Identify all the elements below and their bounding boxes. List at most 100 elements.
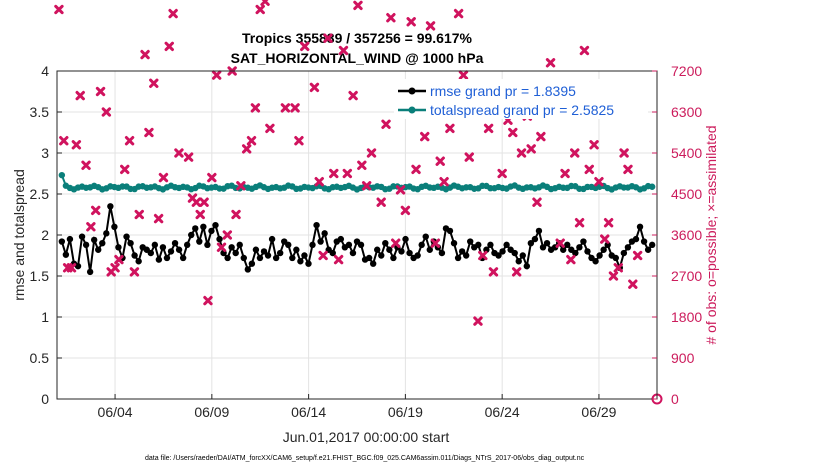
obs-assimilated-marker [95,86,106,97]
rmse-point [167,248,175,255]
rmse-point [188,231,195,239]
obs-assimilated-marker [140,49,150,60]
obs-assimilated-marker [323,33,333,43]
rmse-point [620,249,628,257]
y-right-tick-label: 1800 [671,309,702,325]
rmse-point [572,249,579,257]
obs-assimilated-marker [168,8,178,19]
legend-spread-label: totalspread grand pr = 2.5825 [430,102,614,118]
rmse-point [386,246,393,253]
obs-assimilated-marker [589,140,599,150]
rmse-point [515,258,522,265]
legend-rmse-label: rmse grand pr = 1.8395 [430,83,576,99]
rmse-point [103,230,110,237]
rmse-point [301,252,308,259]
obs-assimilated-marker [516,148,527,158]
y-right-tick-label: 5400 [671,145,702,161]
obs-assimilated-marker [158,172,169,183]
obs-assimilated-marker [144,127,154,138]
rmse-point [208,227,215,235]
obs-assimilated-marker [483,123,494,134]
rmse-point [487,241,494,249]
y-left-tick-label: 2.5 [30,186,50,202]
obs-assimilated-marker [386,13,396,23]
rmse-point [560,246,567,253]
obs-assimilated-marker [560,168,570,179]
obs-assimilated-marker [164,41,174,52]
rmse-point [374,246,381,253]
obs-assimilated-marker [231,209,241,220]
obs-assimilated-marker [149,78,159,88]
rmse-point [175,246,183,253]
obs-assimilated-marker [391,238,401,248]
rmse-point [523,262,531,270]
x-tick-label: 06/14 [291,404,326,420]
obs-assimilated-marker [439,177,449,187]
legend-box [394,79,648,119]
rmse-point [345,241,353,249]
rmse-point [636,223,644,230]
rmse-point [179,254,187,262]
obs-assimilated-marker [81,160,91,170]
rmse-point [248,260,256,267]
rmse-point [369,260,377,267]
rmse-point [285,241,292,249]
obs-assimilated-marker [71,140,82,150]
rmse-point [535,227,543,235]
obs-assimilated-marker [246,136,257,146]
obs-assimilated-marker [255,4,265,15]
rmse-point [426,246,433,253]
obs-assimilated-marker [174,148,184,158]
rmse-point [151,241,159,249]
spread-point [648,183,656,190]
obs-assimilated-marker [584,164,594,175]
rmse-point [58,238,66,245]
rmse-point [475,241,482,249]
rmse-point [268,235,276,243]
obs-assimilated-marker [453,8,464,19]
obs-assimilated-marker [357,160,367,170]
y-right-tick-label: 2700 [671,268,702,284]
obs-assimilated-marker [124,136,135,146]
obs-assimilated-marker [129,267,140,277]
rmse-point [135,258,142,265]
axis-ticks: 0 0 0.5 900 1 1800 1.5 2700 2 3600 2.5 4500 3 5400 3.5… [30,63,703,420]
rmse-point [111,223,118,230]
obs-assimilated-marker [511,267,522,277]
rmse-point [131,252,138,259]
rmse-point [74,262,82,270]
rmse-point [317,238,324,245]
rmse-point [171,240,179,247]
obs-assimilated-marker [134,209,144,220]
rmse-point [564,241,571,249]
rmse-point [580,238,587,245]
obs-assimilated-marker [574,218,585,228]
rmse-point [107,203,114,210]
rmse-point [402,235,409,243]
obs-assimilated-marker [348,90,358,101]
obs-assimilated-marker [241,144,252,154]
rmse-point [99,240,106,247]
rmse-point [127,240,134,247]
rmse-point [337,235,345,243]
y-left-tick-label: 0.5 [30,350,50,366]
legend: rmse grand pr = 1.8395 totalspread grand… [394,79,648,119]
obs-assimilated-marker [400,205,411,216]
rmse-point [272,254,280,262]
rmse-point [204,241,211,249]
rmse-point [155,256,163,263]
y-left-tick-label: 0 [41,391,49,407]
rmse-point [86,268,94,276]
y-left-tick-label: 1 [41,309,49,325]
chart-title-line1: Tropics 355889 / 357256 = 99.617% [242,30,473,46]
obs-assimilated-marker [110,263,120,273]
rmse-point [78,233,86,240]
rmse-point [458,248,466,255]
obs-assimilated-marker [508,127,518,138]
rmse-point [90,236,98,244]
obs-assimilated-marker [309,82,320,93]
rmse-point [321,230,328,237]
rmse-point [576,244,583,251]
rmse-point [200,223,207,230]
obs-assimilated-marker [207,172,217,183]
